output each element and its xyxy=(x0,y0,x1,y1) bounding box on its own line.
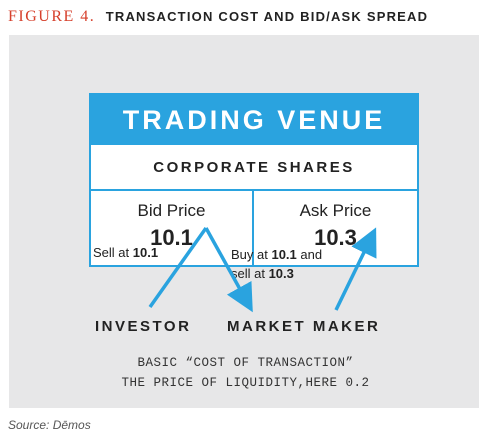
sell-value: 10.1 xyxy=(132,245,159,260)
buy-and: and xyxy=(296,247,323,262)
investor-label: INVESTOR xyxy=(95,318,192,335)
market-maker-flow-label: Buy at 10.1 and sell at 10.3 xyxy=(231,245,322,283)
sell-prefix: Sell at xyxy=(93,245,133,260)
investor-sell-line xyxy=(148,226,208,309)
bid-to-market-maker-arrow xyxy=(204,227,253,313)
ask-price-cell: Ask Price 10.3 xyxy=(254,191,417,265)
note-line-2: THE PRICE OF LIQUIDITY,HERE 0.2 xyxy=(121,376,370,390)
sell-at-prefix: sell at xyxy=(231,266,269,281)
source-note: Source: Dēmos xyxy=(8,418,91,432)
market-maker-to-ask-arrow xyxy=(334,227,377,311)
trading-venue-box: TRADING VENUE CORPORATE SHARES Bid Price… xyxy=(89,93,419,267)
buy-prefix: Buy at xyxy=(231,247,272,262)
sell-label: Sell at 10.1 xyxy=(93,245,158,260)
ask-price-label: Ask Price xyxy=(299,201,372,220)
bid-price-label: Bid Price xyxy=(137,201,206,220)
figure-header: FIGURE 4. TRANSACTION COST AND BID/ASK S… xyxy=(8,8,428,30)
venue-title: TRADING VENUE xyxy=(91,95,417,145)
figure-number: FIGURE 4. xyxy=(8,8,96,25)
note-line-1: BASIC “COST OF TRANSACTION” xyxy=(137,356,354,370)
ask-price-value: 10.3 xyxy=(314,225,357,250)
sell-at-value: 10.3 xyxy=(268,266,294,281)
bid-price-cell: Bid Price 10.1 xyxy=(91,191,254,265)
diagram-panel: TRADING VENUE CORPORATE SHARES Bid Price… xyxy=(9,35,479,408)
buy-value: 10.1 xyxy=(271,247,297,262)
market-maker-label: MARKET MAKER xyxy=(227,318,381,335)
figure-title: TRANSACTION COST AND BID/ASK SPREAD xyxy=(105,9,429,24)
bid-price-value: 10.1 xyxy=(150,225,193,250)
venue-subtitle: CORPORATE SHARES xyxy=(91,145,417,191)
